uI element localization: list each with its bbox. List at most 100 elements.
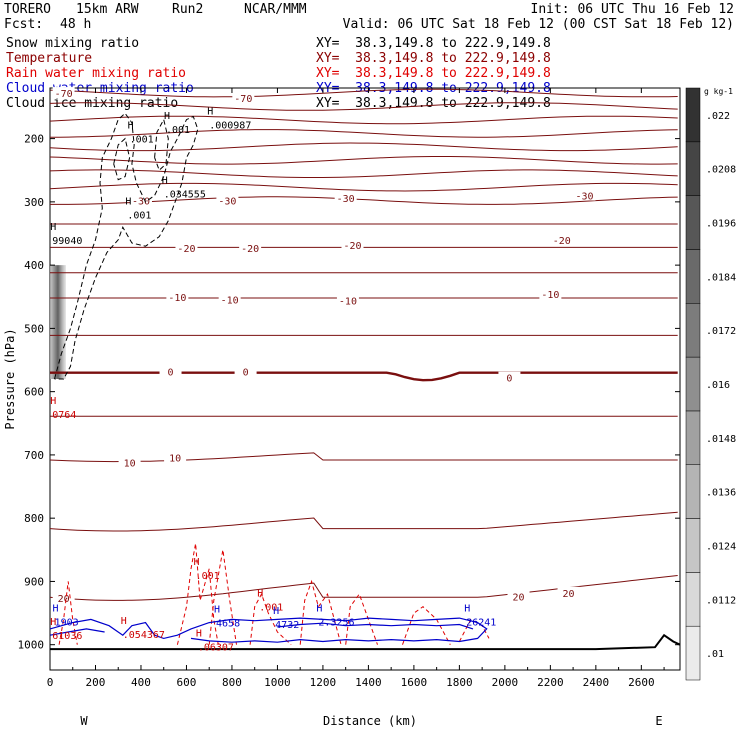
- colorbar-unit: g kg-1: [704, 87, 733, 96]
- cloud-water-value-label: 26241: [466, 617, 496, 628]
- isotherm-label: 0: [243, 367, 249, 378]
- isotherm-label: -20: [553, 236, 571, 247]
- isotherm-label-bg: [573, 189, 596, 201]
- rain-value-label: .001: [196, 571, 220, 582]
- field-name: Snow mixing ratio: [6, 36, 140, 51]
- snow-value-label: .001: [130, 135, 154, 146]
- isotherm-label: -20: [343, 241, 361, 252]
- y-tick-label: 300: [24, 196, 44, 209]
- y-tick-label: 800: [24, 512, 44, 525]
- x-tick-label: 2200: [537, 676, 564, 689]
- x-tick-label: 800: [222, 676, 242, 689]
- x-tick-label: 2000: [492, 676, 519, 689]
- isotherm-label-bg: [334, 192, 357, 204]
- rain-value-label: 61036: [52, 631, 82, 642]
- y-axis-label: Pressure (hPa): [3, 328, 17, 429]
- max-marker: H: [53, 603, 59, 614]
- isotherm-label-bg: [52, 591, 75, 603]
- colorbar-label: .0208: [706, 165, 736, 176]
- snow-contour: [54, 112, 199, 380]
- max-marker: H: [128, 121, 134, 132]
- max-marker: H: [194, 557, 200, 568]
- max-marker: H: [164, 111, 170, 122]
- field-name: Cloud ice mixing ratio: [6, 96, 179, 111]
- rain-contour: [402, 606, 451, 645]
- isotherm: [49, 102, 678, 111]
- fcst-label: Fcst:: [4, 17, 44, 32]
- colorbar-swatch: [685, 410, 701, 465]
- field-name: Rain water mixing ratio: [6, 66, 187, 81]
- x-tick-label: 1800: [446, 676, 473, 689]
- isotherm-label-bg: [159, 365, 182, 377]
- isotherm-label: -10: [221, 295, 239, 306]
- snow-value-label: 99040: [52, 236, 82, 247]
- snow-value-label: .000987: [209, 121, 251, 132]
- max-marker: H: [121, 616, 127, 627]
- isotherm-label-bg: [129, 194, 152, 206]
- x-tick-label: 2600: [628, 676, 655, 689]
- isotherm-label-bg: [175, 242, 198, 254]
- isotherm-label: 20: [563, 589, 575, 600]
- colorbar-swatch: [685, 141, 701, 196]
- cloud-water-value-label: 1903: [55, 617, 79, 628]
- max-marker: H: [214, 605, 220, 616]
- isotherm-label: -10: [339, 297, 357, 308]
- x-tick-label: 1400: [355, 676, 382, 689]
- max-marker: H: [196, 629, 202, 640]
- colorbar-swatch: [685, 625, 701, 681]
- max-marker: H: [316, 603, 322, 614]
- isotherm-label: -10: [168, 293, 186, 304]
- colorbar-label: .01: [706, 649, 724, 660]
- x-tick-label: 200: [86, 676, 106, 689]
- rain-contour: [249, 592, 292, 646]
- rain-value-label: .054367: [123, 630, 165, 641]
- init-time: Init: 06 UTC Thu 16 Feb 12: [530, 2, 735, 17]
- colorbar-swatch: [685, 87, 701, 143]
- isotherm: [49, 511, 678, 532]
- x-tick-label: 0: [47, 676, 54, 689]
- isotherm: [49, 156, 678, 165]
- y-tick-label: 1000: [18, 639, 45, 652]
- colorbar-label: .022: [706, 111, 730, 122]
- isotherm-label-bg: [216, 194, 239, 206]
- max-marker: H: [464, 603, 470, 614]
- isotherm-label: 0: [506, 374, 512, 385]
- org-name: NCAR/MMM: [244, 2, 307, 17]
- field-xy: XY= 38.3,149.8 to 222.9,149.8: [316, 96, 551, 111]
- isotherm-label: -30: [218, 197, 236, 208]
- field-xy: XY= 38.3,149.8 to 222.9,149.8: [316, 51, 551, 66]
- field-xy: XY= 38.3,149.8 to 222.9,149.8: [316, 36, 551, 51]
- field-xy: XY= 38.3,149.8 to 222.9,149.8: [316, 66, 551, 81]
- snow-contour: [113, 137, 131, 181]
- isotherm-label: -30: [575, 192, 593, 203]
- isotherm-label: 10: [169, 453, 181, 464]
- isotherm: [49, 452, 678, 463]
- cloud-water-contour: [49, 617, 488, 643]
- isotherm-label-bg: [341, 238, 364, 250]
- surface-line: [50, 633, 681, 651]
- cloud-water-contour: [49, 628, 105, 636]
- isotherm-label-bg: [507, 590, 530, 602]
- isotherm-label: -70: [234, 94, 252, 105]
- max-marker: H: [50, 396, 56, 407]
- x-tick-label: 1600: [401, 676, 428, 689]
- y-tick-label: 900: [24, 575, 44, 588]
- isotherm-label-bg: [539, 288, 562, 300]
- y-tick-label: 700: [24, 449, 44, 462]
- colorbar-label: .0184: [706, 272, 736, 283]
- isotherm-label-bg: [164, 451, 187, 463]
- isotherm-label-bg: [550, 233, 573, 245]
- y-tick-label: 200: [24, 133, 44, 146]
- model-name: TORERO: [4, 2, 51, 17]
- max-marker: H: [207, 107, 213, 118]
- snow-value-label: .001: [166, 125, 190, 136]
- rain-contour: [58, 581, 78, 645]
- cloud-water-value-label: 4732: [275, 620, 299, 631]
- colorbar-swatch: [685, 356, 701, 412]
- isotherm: [49, 182, 678, 192]
- isotherm-label-bg: [118, 456, 141, 468]
- colorbar-swatch: [685, 195, 701, 250]
- x-tick-label: 1000: [264, 676, 291, 689]
